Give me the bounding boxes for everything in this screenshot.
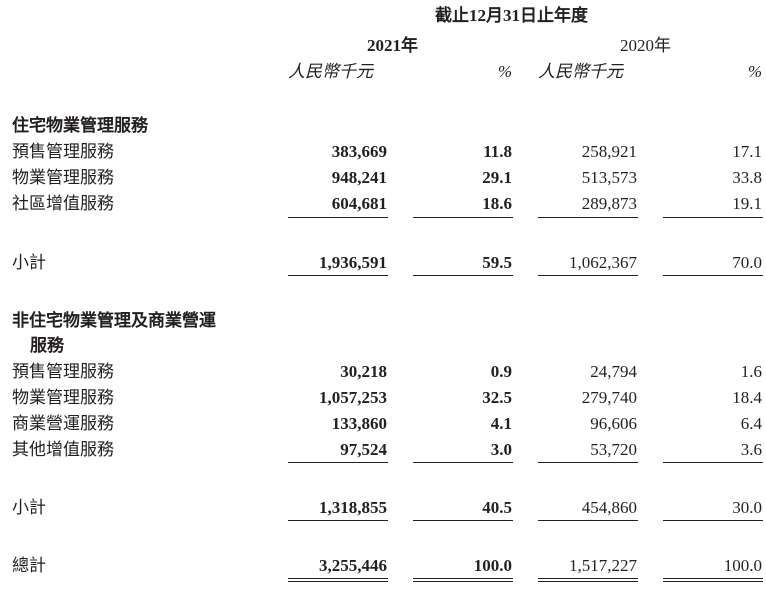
value-2021: 1,057,253 <box>319 388 387 407</box>
value-2021: 3,255,446 <box>319 556 387 575</box>
unit-2021: 人民幣千元 <box>288 62 373 81</box>
pct-2021: 100.0 <box>473 556 512 575</box>
pct-2021: 40.5 <box>482 498 512 517</box>
pct-2020: 1.6 <box>740 362 762 381</box>
pct-2020: 18.4 <box>732 388 762 407</box>
value-2020: 1,062,367 <box>569 253 637 272</box>
section-title: 住宅物業管理服務 <box>12 116 148 135</box>
section-title: 非住宅物業管理及商業營運 <box>12 311 216 330</box>
pct-2021: 29.1 <box>482 168 512 187</box>
pct-2021: 0.9 <box>490 362 512 381</box>
value-2020: 279,740 <box>581 388 637 407</box>
row-label: 物業管理服務 <box>12 388 114 407</box>
pct-2021: 18.6 <box>482 194 512 213</box>
value-2020: 454,860 <box>581 498 637 517</box>
pct-2021: 11.8 <box>483 142 512 161</box>
underline <box>538 462 638 463</box>
double-underline <box>663 578 763 582</box>
pct-2021: 4.1 <box>490 414 512 433</box>
underline <box>288 217 388 218</box>
unit-2020: 人民幣千元 <box>538 62 623 81</box>
underline <box>538 275 638 276</box>
row-label: 其他增值服務 <box>12 440 114 459</box>
period-header: 截止12月31日止年度 <box>435 6 588 25</box>
value-2021: 948,241 <box>331 168 387 187</box>
pct-2021: % <box>497 62 512 81</box>
pct-2020: 3.6 <box>740 440 762 459</box>
value-2021: 97,524 <box>340 440 387 459</box>
value-2020: 96,606 <box>590 414 637 433</box>
row-label: 物業管理服務 <box>12 168 114 187</box>
pct-2021: 32.5 <box>482 388 512 407</box>
underline <box>413 520 513 521</box>
underline <box>413 275 513 276</box>
row-label: 預售管理服務 <box>12 142 114 161</box>
pct-2020: 19.1 <box>732 194 762 213</box>
value-2021: 133,860 <box>331 414 387 433</box>
pct-2020: 70.0 <box>732 253 762 272</box>
section-title-continued: 服務 <box>30 336 64 355</box>
underline <box>538 520 638 521</box>
underline <box>413 217 513 218</box>
pct-2020: % <box>747 62 762 81</box>
pct-2020: 100.0 <box>723 556 762 575</box>
value-2020: 289,873 <box>581 194 637 213</box>
pct-2020: 6.4 <box>740 414 762 433</box>
row-label: 總計 <box>12 556 46 575</box>
pct-2020: 33.8 <box>732 168 762 187</box>
underline <box>663 520 763 521</box>
year-2021-header: 2021年 <box>367 36 418 55</box>
underline <box>538 217 638 218</box>
row-label: 小計 <box>12 498 46 517</box>
year-2020-header: 2020年 <box>620 36 671 55</box>
value-2020: 513,573 <box>581 168 637 187</box>
row-label: 小計 <box>12 253 46 272</box>
pct-2020: 17.1 <box>732 142 762 161</box>
value-2020: 258,921 <box>581 142 637 161</box>
pct-2021: 59.5 <box>482 253 512 272</box>
pct-2020: 30.0 <box>732 498 762 517</box>
underline <box>288 462 388 463</box>
underline <box>413 462 513 463</box>
value-2021: 383,669 <box>331 142 387 161</box>
value-2021: 1,318,855 <box>319 498 387 517</box>
pct-2021: 3.0 <box>490 440 512 459</box>
value-2020: 24,794 <box>590 362 637 381</box>
value-2021: 604,681 <box>331 194 387 213</box>
underline <box>288 520 388 521</box>
row-label: 商業營運服務 <box>12 414 114 433</box>
double-underline <box>538 578 638 582</box>
underline <box>288 275 388 276</box>
value-2021: 1,936,591 <box>319 253 387 272</box>
value-2021: 30,218 <box>340 362 387 381</box>
row-label: 預售管理服務 <box>12 362 114 381</box>
double-underline <box>288 578 388 582</box>
underline <box>663 462 763 463</box>
row-label: 社區增值服務 <box>12 194 114 213</box>
value-2020: 53,720 <box>590 440 637 459</box>
double-underline <box>413 578 513 582</box>
underline <box>663 275 763 276</box>
value-2020: 1,517,227 <box>569 556 637 575</box>
underline <box>663 217 763 218</box>
